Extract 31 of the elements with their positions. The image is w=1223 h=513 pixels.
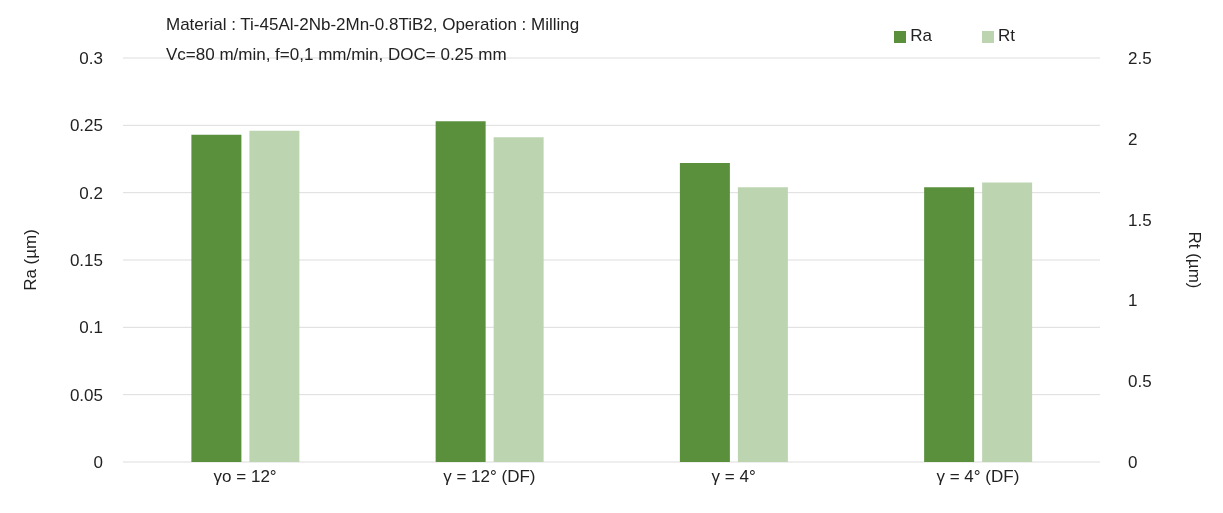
y2-tick-label: 2.5 <box>1128 49 1152 69</box>
y2-tick-label: 2 <box>1128 129 1138 149</box>
y-tick-label: 0 <box>93 453 103 473</box>
y-tick-label: 0.05 <box>69 385 103 405</box>
bar <box>191 134 242 462</box>
y2-tick-label: 1.5 <box>1128 210 1152 230</box>
y-tick-label: 0.25 <box>69 116 103 136</box>
y2-tick-label: 1 <box>1128 291 1138 311</box>
x-tick-label: γ = 4° (DF) <box>936 467 1020 487</box>
bar <box>249 130 300 462</box>
chart-subtitle: Vc=80 m/min, f=0,1 mm/min, DOC= 0.25 mm <box>166 44 508 66</box>
bar <box>737 187 788 462</box>
y2-tick-label: 0.5 <box>1128 372 1152 392</box>
y-axis-title: Ra (µm) <box>21 229 41 291</box>
bar <box>924 187 975 462</box>
bar <box>982 182 1033 462</box>
bar <box>679 163 730 462</box>
y-tick-label: 0.1 <box>79 318 103 338</box>
x-tick-label: γ = 4° <box>711 467 756 487</box>
bar <box>435 121 486 462</box>
x-tick-label: γo = 12° <box>213 467 277 487</box>
legend-label: Ra <box>910 26 932 45</box>
legend-label: Rt <box>998 26 1015 45</box>
bar <box>493 137 544 462</box>
y2-tick-label: 0 <box>1128 453 1138 473</box>
y-tick-label: 0.15 <box>69 251 103 271</box>
chart-title: Material : Ti-45Al-2Nb-2Mn-0.8TiB2, Operation : Milling <box>166 14 580 36</box>
y-tick-label: 0.2 <box>79 183 103 203</box>
x-tick-label: γ = 12° (DF) <box>443 467 536 487</box>
y2-axis-title: Rt (µm) <box>1184 231 1204 289</box>
y-tick-label: 0.3 <box>79 49 103 69</box>
